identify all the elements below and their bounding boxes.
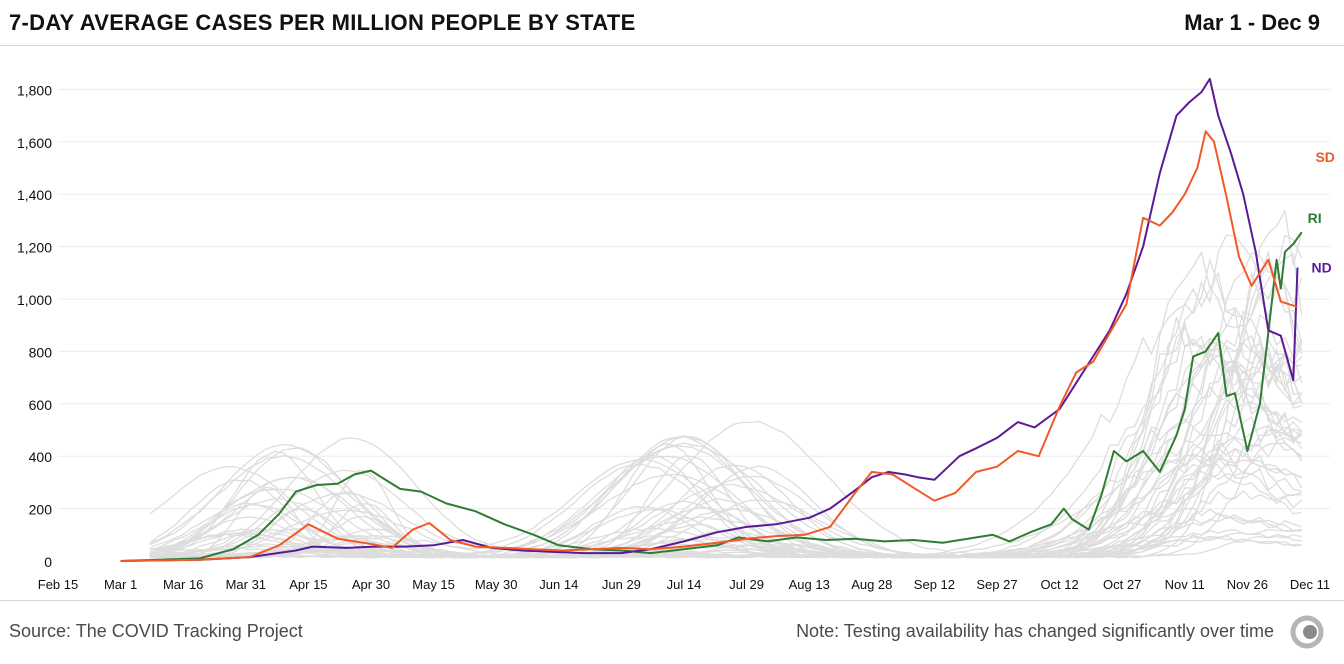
y-tick-label: 1,000 [17,292,52,308]
background-state-line [149,275,1303,559]
y-tick-label: 1,200 [17,240,52,256]
y-tick-label: 0 [44,554,52,570]
background-state-line [149,338,1303,559]
x-tick-label: May 15 [412,577,455,592]
x-tick-label: Apr 30 [352,577,390,592]
background-state-line [149,348,1302,559]
x-tick-label: Oct 12 [1040,577,1078,592]
background-state-line [149,516,1302,559]
x-tick-label: Apr 15 [289,577,327,592]
background-state-line [149,425,1303,559]
series-label-sd: SD [1315,149,1334,165]
background-state-line [149,354,1302,559]
series-label-nd: ND [1311,260,1331,276]
x-tick-label: Feb 15 [38,577,78,592]
covid-tracking-project-logo-icon [1290,615,1324,649]
y-tick-label: 400 [29,449,53,465]
background-state-line [149,234,1303,558]
chart-header: 7-DAY AVERAGE CASES PER MILLION PEOPLE B… [0,0,1344,46]
y-tick-label: 600 [29,397,53,413]
x-tick-label: Jun 29 [602,577,641,592]
x-tick-label: Sep 27 [976,577,1017,592]
x-tick-label: Aug 13 [789,577,830,592]
x-axis: Feb 15 Mar 1 Mar 16 Mar 31 Apr 15 Apr 30 May 1… [38,577,1330,592]
x-tick-label: Nov 26 [1227,577,1268,592]
y-tick-label: 1,400 [17,187,52,203]
background-state-line [149,334,1303,559]
background-state-line [149,334,1303,559]
x-tick-label: Jul 29 [729,577,764,592]
y-tick-label: 800 [29,344,53,360]
highlighted-state-lines [120,77,1303,562]
x-tick-label: May 30 [475,577,518,592]
background-state-line [149,271,1303,559]
series-line-sd [120,130,1298,562]
background-state-lines [149,208,1303,559]
x-tick-label: Mar 16 [163,577,203,592]
series-line-ri [120,231,1303,562]
x-tick-label: Mar 1 [104,577,137,592]
x-tick-label: Oct 27 [1103,577,1141,592]
y-tick-label: 1,600 [17,135,52,151]
x-tick-label: Aug 28 [851,577,892,592]
date-range: Mar 1 - Dec 9 [1184,10,1320,35]
testing-note: Note: Testing availability has changed s… [796,621,1274,641]
background-state-line [149,439,1302,559]
x-tick-label: Jul 14 [667,577,702,592]
series-labels: RI ND SD [1308,149,1335,276]
chart-title: 7-DAY AVERAGE CASES PER MILLION PEOPLE B… [9,10,636,35]
series-label-ri: RI [1308,210,1322,226]
line-chart: 0 200 400 600 800 1,000 1,200 1,400 1,600 1,800 F… [17,77,1335,592]
x-tick-label: Sep 12 [914,577,955,592]
y-tick-label: 1,800 [17,82,52,98]
chart-footer: Source: The COVID Tracking Project Note:… [0,600,1344,664]
x-tick-label: Dec 11 [1290,577,1330,592]
source-note: Source: The COVID Tracking Project [9,621,303,641]
background-state-line [149,326,1303,559]
x-tick-label: Mar 31 [226,577,266,592]
background-state-line [149,252,1303,559]
y-tick-label: 200 [29,502,53,518]
y-axis: 0 200 400 600 800 1,000 1,200 1,400 1,600 1,800 [17,82,52,570]
series-line-nd [120,77,1299,562]
gridlines [58,88,1330,510]
x-tick-label: Nov 11 [1165,577,1205,592]
x-tick-label: Jun 14 [539,577,578,592]
